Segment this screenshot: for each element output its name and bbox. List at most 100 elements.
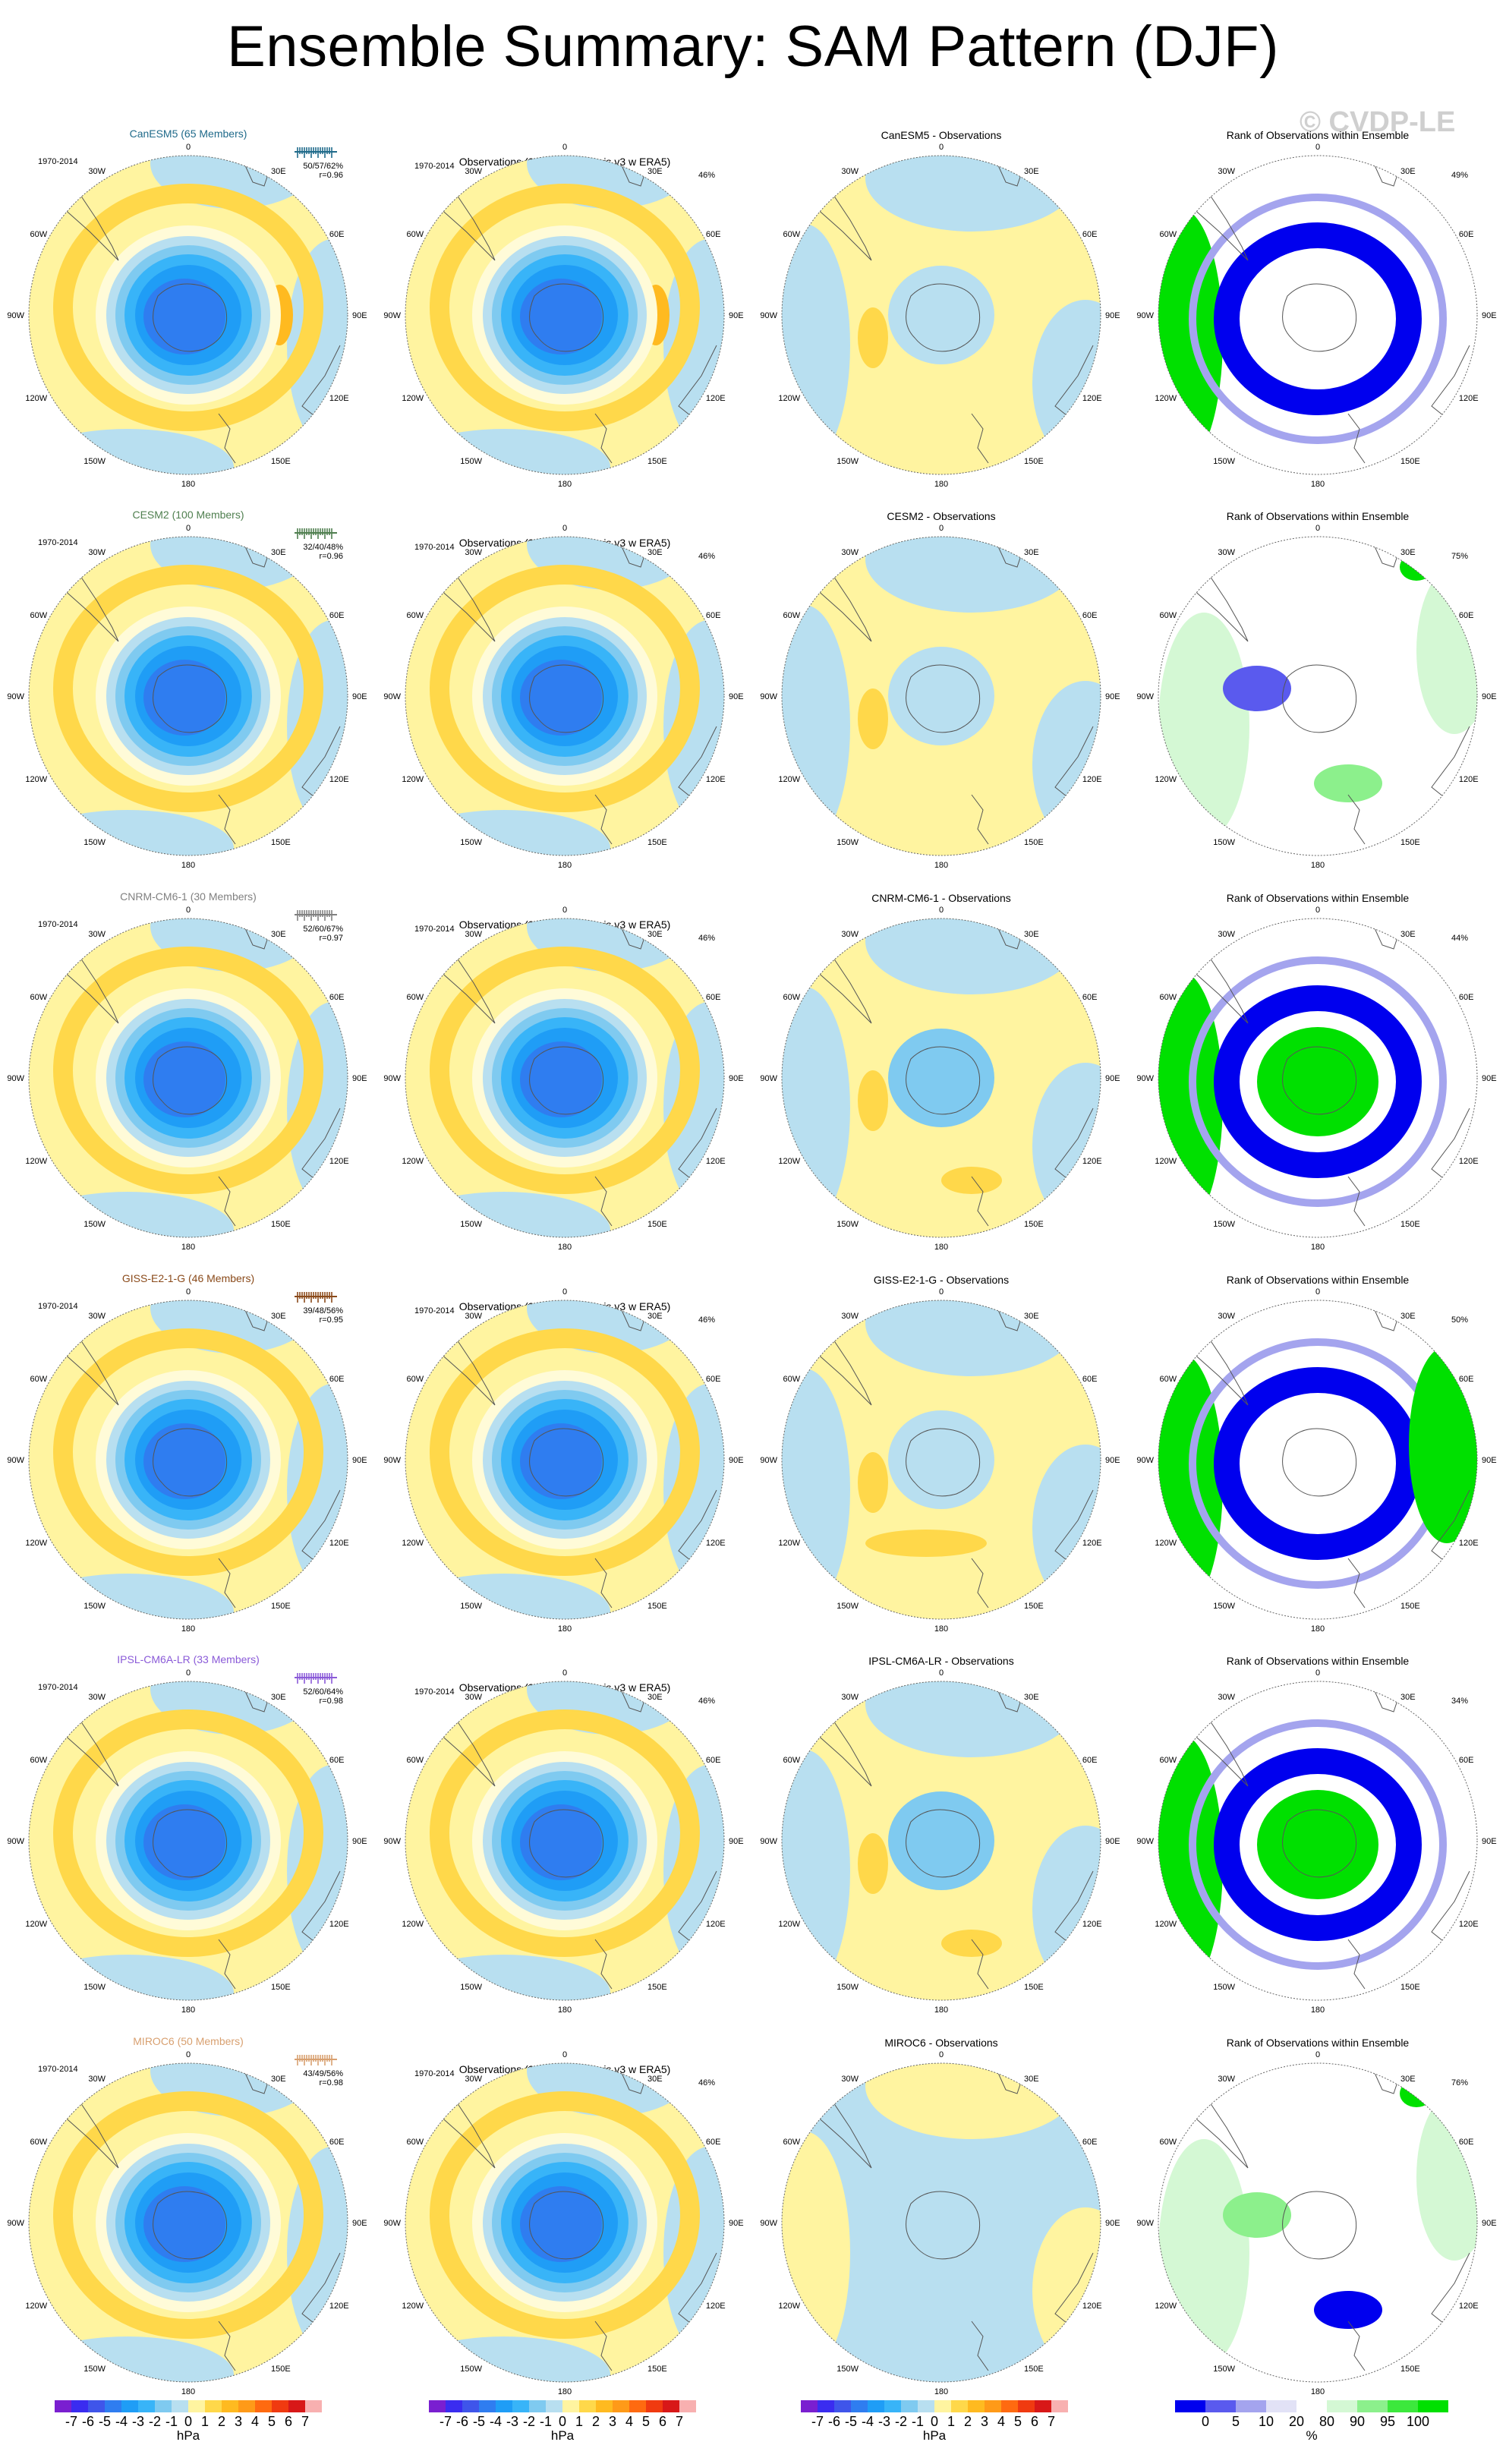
longitude-label: 120W [402,1157,424,1166]
longitude-label: 30E [1024,1312,1039,1321]
australia-outline [301,1489,341,1567]
longitude-label: 150E [271,838,291,847]
longitude-label: 120W [1155,2302,1177,2311]
rank-field [1158,1300,1477,1619]
colorbar-tick: 2 [964,2414,972,2429]
diff-title: CNRM-CM6-1 - Observations [871,892,1011,904]
south-america-outline [55,185,119,261]
longitude-label: 180 [934,861,948,870]
antarctica-outline [906,1428,981,1497]
longitude-label: 150W [460,2365,482,2374]
longitude-label: 90W [383,1074,401,1083]
longitude-label: 150W [83,1602,106,1611]
longitude-label: 90E [729,2219,744,2228]
longitude-label: 60W [407,993,424,1002]
colorbar-tick: -3 [506,2414,518,2429]
longitude-label: 180 [558,480,572,489]
south-america-outline [55,1711,119,1787]
longitude-label: 150W [460,838,482,847]
longitude-label: 180 [181,480,195,489]
colorbar-tick: -4 [862,2414,874,2429]
polar-map: 0 30E 60E 90E 120E 150E 180 150W 120W 90W 60W 30W [760,906,1120,1252]
longitude-label: 180 [181,1243,195,1252]
colorbar-model: -7 -6 -5 -4 -3 -2 -1 0 1 2 3 4 5 6 7 hPa [55,2400,322,2443]
model-pattern-panel: CanESM5 (65 Members) 0 30E 60E 90E 120E 150E 18… [0,114,376,497]
australia-outline [301,2252,341,2330]
longitude-label: 120W [1155,1539,1177,1548]
model-title: GISS-E2-1-G (46 Members) [121,1272,255,1284]
longitude-label: 150W [836,1220,859,1229]
longitude-label: 90E [729,692,744,701]
longitude-label: 90W [7,1837,24,1846]
longitude-label: 30W [841,548,859,557]
colorbar-swatch [546,2400,562,2412]
new-zealand-outline [1347,794,1366,845]
rank-title: Rank of Observations within Ensemble [1226,129,1410,141]
longitude-label: 60E [1082,611,1098,620]
longitude-label: 30W [841,930,859,939]
longitude-label: 90W [383,1837,401,1846]
longitude-label: 0 [186,1287,191,1297]
rank-title: Rank of Observations within Ensemble [1226,892,1410,904]
longitude-label: 150W [83,2365,106,2374]
longitude-label: 180 [1311,480,1325,489]
new-zealand-outline [594,794,613,845]
longitude-label: 90E [729,1837,744,1846]
longitude-label: 0 [1315,143,1320,152]
colorbar-swatch [663,2400,679,2412]
colorbar-swatch [951,2400,968,2412]
longitude-label: 150W [1213,838,1235,847]
longitude-label: 150W [1213,457,1235,466]
rank-panel: Rank of Observations within Ensemble 0 30E… [1130,877,1506,1260]
longitude-label: 120E [329,1157,349,1166]
longitude-label: 60W [1160,1375,1177,1384]
longitude-label: 120E [1459,394,1479,403]
longitude-label: 30W [88,1693,106,1702]
colorbar-swatch [496,2400,512,2412]
longitude-label: 150E [1024,1983,1044,1992]
longitude-label: 150E [1024,457,1044,466]
longitude-label: 0 [939,143,944,152]
australia-outline [301,1108,341,1185]
longitude-label: 60W [783,230,801,239]
longitude-label: 60W [1160,230,1177,239]
longitude-label: 30W [88,1312,106,1321]
antarctica-outline [529,1428,604,1497]
antarctica-outline [529,1046,604,1115]
south-america-outline [1184,1711,1249,1787]
longitude-label: 90W [1136,2219,1154,2228]
colorbar-swatch [1051,2400,1068,2412]
colorbar-tick: 7 [1048,2414,1055,2429]
new-zealand-outline [1347,1176,1366,1227]
longitude-label: 0 [939,1668,944,1678]
longitude-label: 30W [841,1312,859,1321]
period-label: 1970-2014 [414,1306,455,1315]
colorbar-swatch [613,2400,629,2412]
longitude-label: 0 [186,1668,191,1678]
longitude-label: 0 [186,2050,191,2059]
new-zealand-outline [971,1558,989,1609]
colorbar-tick: -2 [149,2414,161,2429]
longitude-label: 150E [271,1983,291,1992]
period-label: 1970-2014 [38,2065,78,2074]
new-zealand-outline [218,794,236,845]
map-border [781,1681,1101,2001]
colorbar-swatch [55,2400,71,2412]
south-america-outline [55,566,119,642]
colorbar-swatch [1418,2400,1448,2412]
longitude-label: 30E [647,930,663,939]
longitude-label: 30W [1218,548,1235,557]
longitude-label: 60E [1082,993,1098,1002]
map-border [1158,536,1478,856]
longitude-label: 0 [1315,906,1320,915]
antarctica-outline [153,1428,228,1497]
colorbar-tick: -5 [845,2414,857,2429]
map-border [1158,155,1478,475]
longitude-label: 60W [30,1375,48,1384]
south-america-outline [1184,566,1249,642]
colorbar-swatch [222,2400,238,2412]
colorbar-tick: 90 [1350,2414,1365,2429]
rank-panel: Rank of Observations within Ensemble 0 30E… [1130,1259,1506,1642]
colorbar-tick: -4 [115,2414,128,2429]
longitude-label: 30E [271,1693,286,1702]
